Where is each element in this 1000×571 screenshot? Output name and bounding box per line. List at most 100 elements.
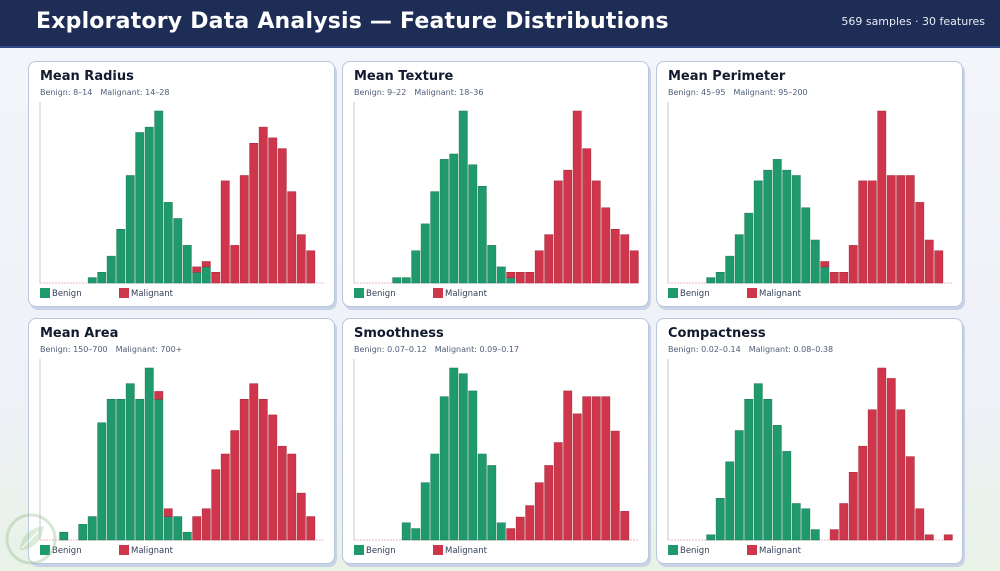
bar-benign xyxy=(820,266,830,284)
bar-malignant xyxy=(525,505,535,541)
legend-label-benign: Benign xyxy=(366,546,396,556)
bar-benign xyxy=(173,218,183,284)
chart-card-smoothness: Smoothness Benign: 0.07–0.12 Malignant: 0… xyxy=(342,318,649,564)
legend-item-malignant: Malignant xyxy=(433,545,487,557)
bar-benign xyxy=(506,277,516,284)
bar-malignant xyxy=(877,367,887,541)
chart-card-mean-texture: Mean Texture Benign: 9–22 Malignant: 18–3… xyxy=(342,61,649,307)
chart-card-mean-perimeter: Mean Perimeter Benign: 45–95 Malignant: 9… xyxy=(656,61,963,307)
benign-swatch xyxy=(668,288,678,298)
bar-benign xyxy=(715,272,725,284)
bar-benign xyxy=(496,266,506,284)
bar-benign xyxy=(106,255,116,284)
benign-range: Benign: 0.02–0.14 xyxy=(668,345,741,354)
malignant-range: Malignant: 0.08–0.38 xyxy=(748,345,834,354)
bar-malignant xyxy=(306,250,316,284)
bar-malignant xyxy=(563,390,573,541)
bar-benign xyxy=(706,277,716,284)
header: Exploratory Data Analysis — Feature Dist… xyxy=(0,0,1000,48)
bar-malignant xyxy=(848,471,858,541)
legend-item-malignant: Malignant xyxy=(119,288,173,300)
bar-malignant xyxy=(601,207,611,284)
bar-benign xyxy=(706,534,716,541)
bar-benign xyxy=(154,110,164,284)
bar-malignant xyxy=(525,272,535,284)
bar-benign xyxy=(439,159,449,284)
bar-malignant xyxy=(258,126,268,284)
chart-card-mean-radius: Mean Radius Benign: 8–14 Malignant: 14–28… xyxy=(28,61,335,307)
bar-benign xyxy=(125,383,135,541)
bar-malignant xyxy=(544,465,554,541)
bar-benign xyxy=(753,180,763,284)
bar-malignant xyxy=(629,250,639,284)
bar-benign xyxy=(487,245,497,284)
malignant-swatch xyxy=(747,288,757,298)
bar-malignant xyxy=(544,234,554,284)
malignant-range: Malignant: 0.09–0.17 xyxy=(434,345,520,354)
legend-item-benign: Benign xyxy=(354,288,396,300)
bar-malignant xyxy=(306,516,316,541)
bar-benign xyxy=(477,453,487,541)
bar-benign xyxy=(782,169,792,284)
bar-benign xyxy=(420,223,430,284)
bar-benign xyxy=(173,516,183,541)
bar-malignant xyxy=(924,534,934,541)
bar-malignant xyxy=(192,266,202,273)
bar-malignant xyxy=(867,409,877,541)
bar-malignant xyxy=(896,175,906,284)
bar-malignant xyxy=(620,511,630,541)
benign-swatch xyxy=(668,545,678,555)
bar-benign xyxy=(135,399,145,541)
bar-benign xyxy=(458,110,468,284)
leaf-logo-icon xyxy=(5,513,57,565)
bar-malignant xyxy=(858,180,868,284)
bar-benign xyxy=(744,399,754,541)
bar-benign xyxy=(449,367,459,541)
bar-malignant xyxy=(943,534,953,541)
bar-malignant xyxy=(610,229,620,284)
bar-malignant xyxy=(886,378,896,541)
bar-malignant xyxy=(572,110,582,284)
chart-subtitle: Benign: 150–700 Malignant: 700+ xyxy=(40,344,182,355)
benign-range: Benign: 0.07–0.12 xyxy=(354,345,427,354)
malignant-range: Malignant: 14–28 xyxy=(100,88,170,97)
bar-malignant xyxy=(163,508,173,517)
benign-swatch xyxy=(40,288,50,298)
legend-item-malignant: Malignant xyxy=(119,545,173,557)
benign-range: Benign: 45–95 xyxy=(668,88,726,97)
benign-range: Benign: 8–14 xyxy=(40,88,93,97)
benign-swatch xyxy=(354,288,364,298)
bar-benign xyxy=(201,266,211,284)
bar-malignant xyxy=(506,528,516,541)
dataset-summary: 569 samples · 30 features xyxy=(841,15,985,28)
bar-benign xyxy=(810,239,820,284)
bar-malignant xyxy=(230,245,240,284)
bar-benign xyxy=(106,399,116,541)
bar-malignant xyxy=(553,442,563,541)
benign-swatch xyxy=(354,545,364,555)
bar-benign xyxy=(791,175,801,284)
bar-malignant xyxy=(239,399,249,541)
bar-malignant xyxy=(915,508,925,541)
bar-malignant xyxy=(277,445,287,541)
bar-benign xyxy=(763,399,773,541)
legend-label-benign: Benign xyxy=(680,546,710,556)
benign-range: Benign: 9–22 xyxy=(354,88,407,97)
chart-subtitle: Benign: 0.02–0.14 Malignant: 0.08–0.38 xyxy=(668,344,833,355)
chart-card-compactness: Compactness Benign: 0.02–0.14 Malignant: … xyxy=(656,318,963,564)
chart-title: Mean Radius xyxy=(40,69,134,84)
benign-range: Benign: 150–700 xyxy=(40,345,108,354)
bar-malignant xyxy=(896,409,906,541)
legend-item-malignant: Malignant xyxy=(747,288,801,300)
bar-malignant xyxy=(915,202,925,284)
histogram xyxy=(39,102,325,284)
legend-item-malignant: Malignant xyxy=(433,288,487,300)
bar-malignant xyxy=(534,482,544,541)
histogram xyxy=(353,102,639,284)
malignant-range: Malignant: 95–200 xyxy=(733,88,808,97)
bar-benign xyxy=(810,529,820,541)
bar-malignant xyxy=(934,250,944,284)
bar-benign xyxy=(78,524,88,541)
legend-item-benign: Benign xyxy=(40,545,82,557)
bar-malignant xyxy=(848,245,858,284)
